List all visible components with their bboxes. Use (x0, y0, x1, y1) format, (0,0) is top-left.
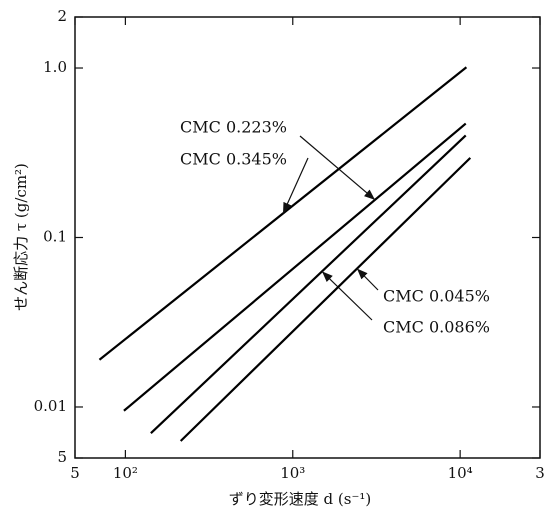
series-label: CMC 0.223% (180, 118, 287, 137)
annotation-arrow (356, 268, 379, 291)
x-tick-label: 10⁴ (448, 464, 473, 482)
y-tick-label: 2 (57, 7, 67, 25)
y-tick-label: 5 (57, 448, 67, 466)
annotation-arrow (282, 157, 309, 214)
series-line (123, 122, 467, 412)
x-tick-label: 5 (70, 464, 80, 482)
series-line (179, 157, 472, 442)
annotation-arrow (321, 270, 373, 321)
y-axis-label: せん断応力 τ (g/cm²) (12, 163, 30, 311)
series-line (150, 134, 467, 435)
series-label: CMC 0.086% (383, 318, 490, 337)
y-tick-label: 1.0 (43, 58, 67, 76)
y-tick-label: 0.1 (43, 228, 67, 246)
x-tick-label: 10³ (280, 464, 305, 482)
series-label: CMC 0.045% (383, 287, 490, 306)
series-label: CMC 0.345% (180, 150, 287, 169)
annotation-arrow (299, 135, 376, 201)
x-axis-label: ずり変形速度 d (s⁻¹) (229, 490, 371, 508)
y-tick-label: 0.01 (34, 397, 67, 415)
series-line (98, 66, 468, 361)
x-tick-label: 10² (113, 464, 138, 482)
x-tick-label: 3 (535, 464, 545, 482)
